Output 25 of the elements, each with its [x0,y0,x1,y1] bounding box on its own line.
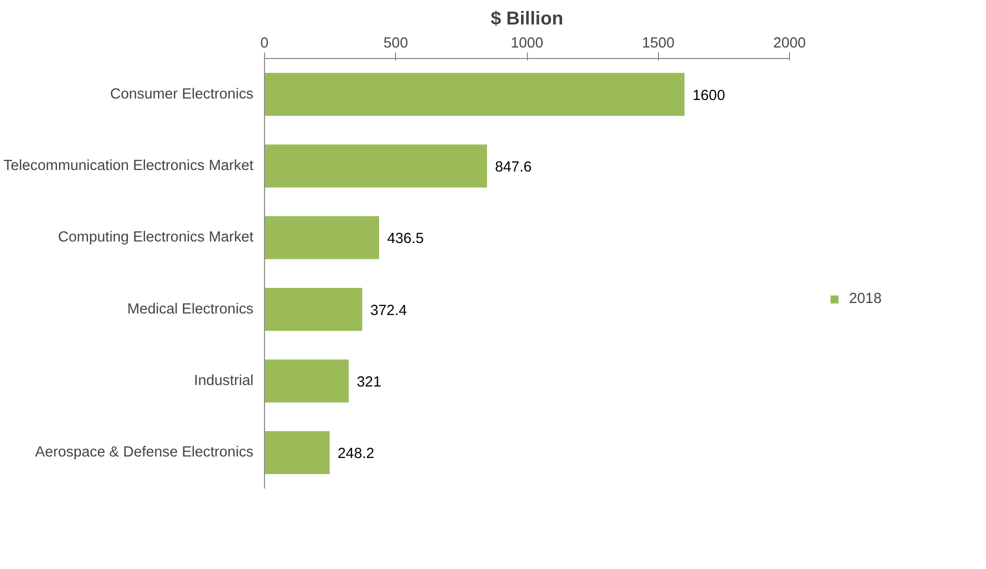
y-tick-label: Consumer Electronics [110,86,254,102]
chart-title: $ Billion [490,8,564,28]
x-tick-label: 2000 [773,36,806,52]
data-label: 1600 [692,88,726,104]
y-tick-label: Aerospace & Defense Electronics [35,444,254,461]
bar [264,216,380,260]
y-tick-label: Telecommunication Electronics Market [3,158,254,174]
y-tick-label: Industrial [194,373,254,389]
data-label: 436.5 [387,231,424,248]
y-tick-label: Medical Electronics [127,301,254,318]
data-label: 847.6 [494,160,532,176]
y-tick-label: Computing Electronics Market [58,230,254,246]
x-tick-label: 0 [260,36,269,52]
data-label: 248.2 [338,446,374,462]
data-label: 372.4 [370,302,407,319]
bar [264,288,362,331]
x-tick-label: 1000 [510,36,544,52]
x-tick-label: 1500 [642,36,675,52]
bar [264,144,487,188]
x-tick-label: 500 [384,36,408,52]
data-label: 321 [356,374,382,390]
bar [264,360,349,402]
legend-label: 2018 [849,291,882,307]
bar [264,431,330,474]
bar [264,72,684,116]
